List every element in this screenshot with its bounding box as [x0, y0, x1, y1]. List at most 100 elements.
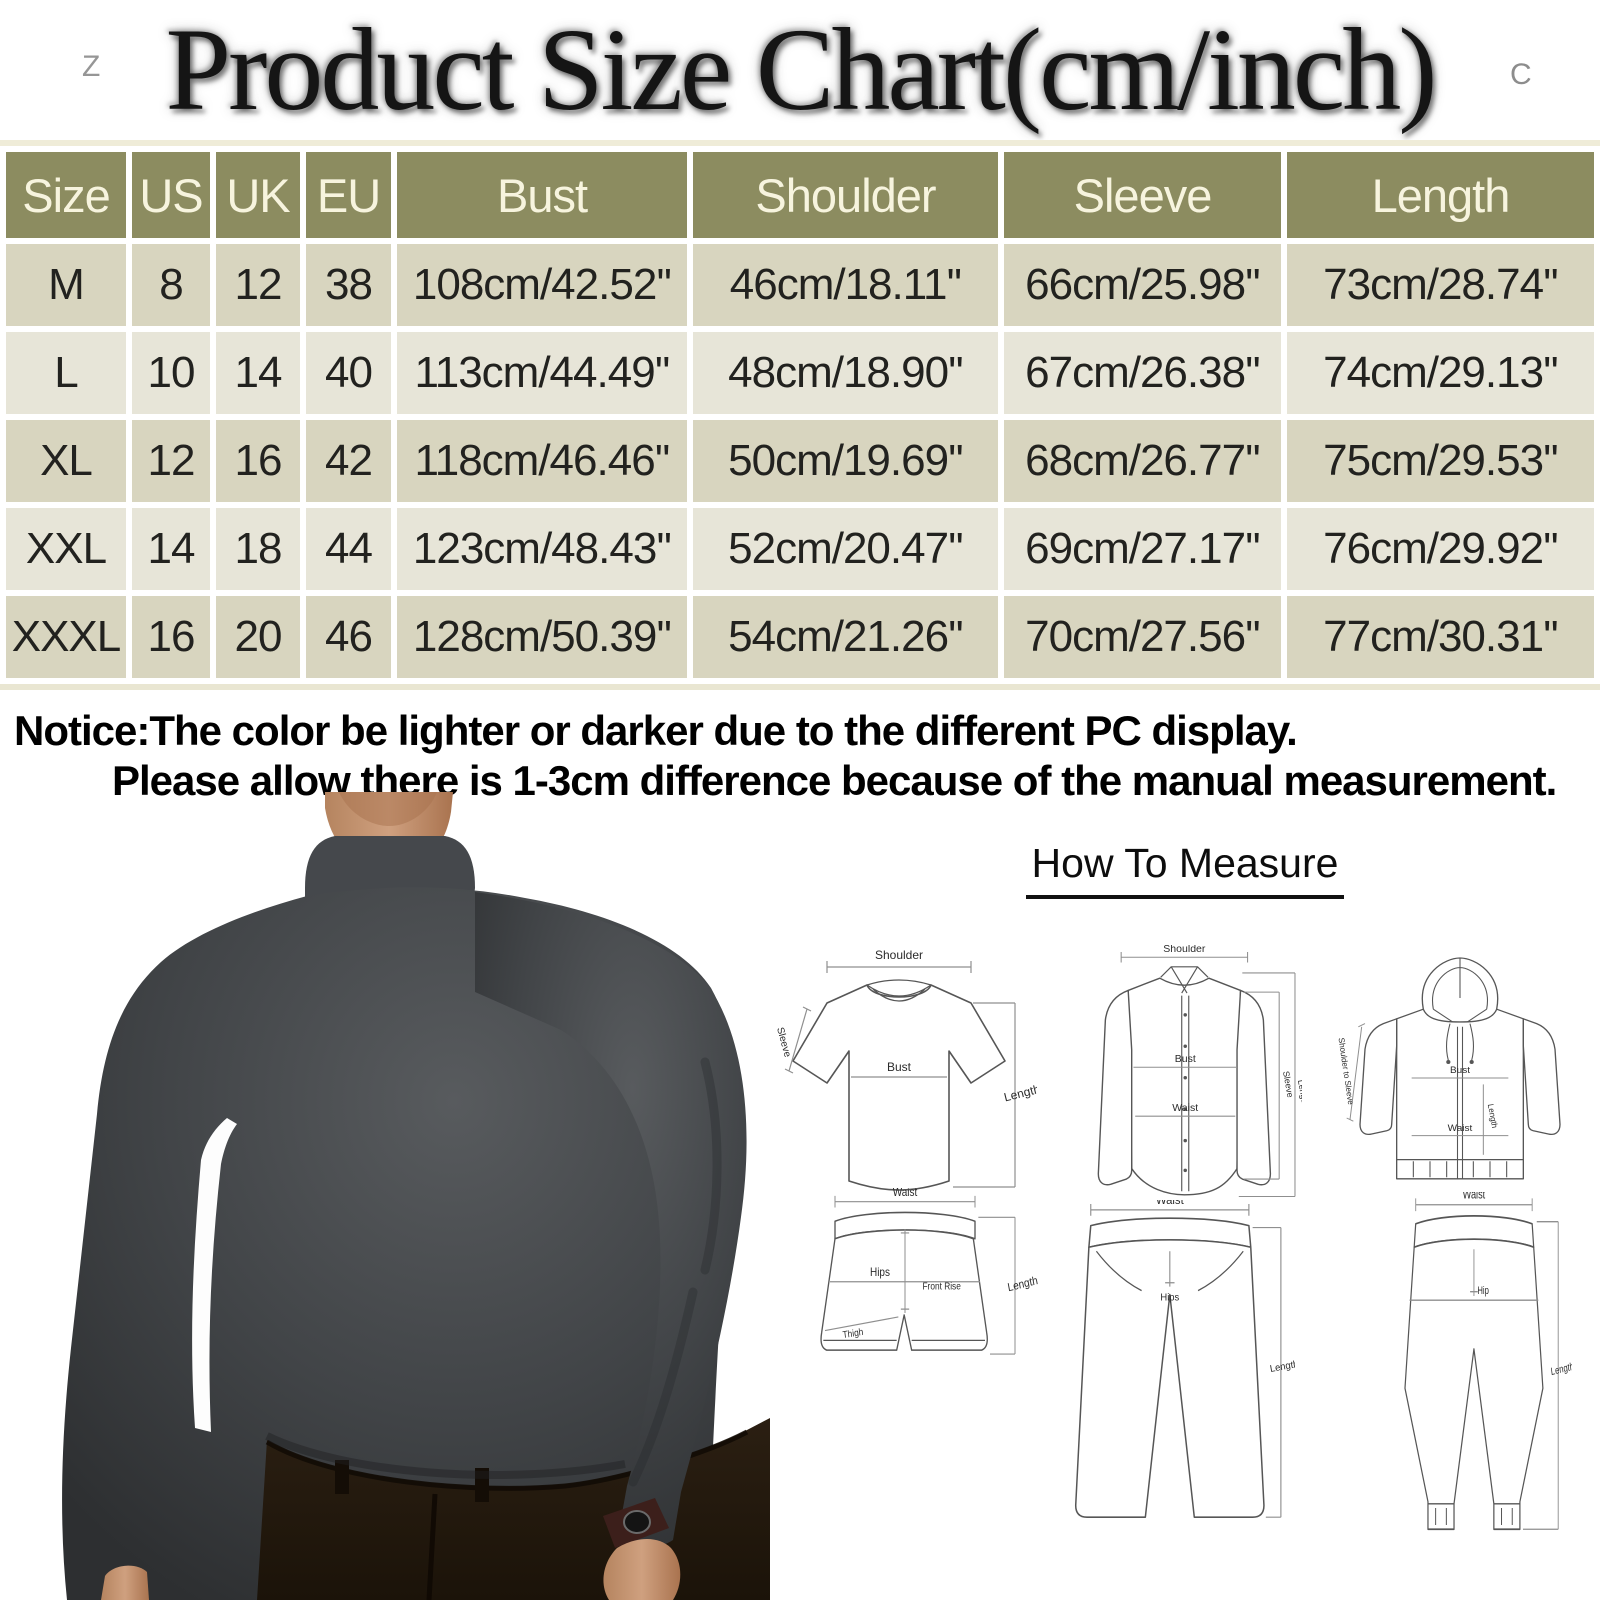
pants-figure: Waist Hips Length: [1055, 1200, 1295, 1530]
cell-eu: 38: [306, 244, 391, 326]
shorts-hips-label: Hips: [870, 1266, 890, 1279]
cell-sleeve: 66cm/25.98'': [1004, 244, 1281, 326]
cell-sleeve: 70cm/27.56'': [1004, 596, 1281, 678]
shirt-bust-label: Bust: [1175, 1053, 1196, 1065]
pants-waist-label: Waist: [1156, 1200, 1185, 1207]
cell-sleeve: 69cm/27.17'': [1004, 508, 1281, 590]
table-row: XL 12 16 42 118cm/46.46'' 50cm/19.69'' 6…: [6, 420, 1594, 502]
hoodie-bust-label: Bust: [1450, 1065, 1470, 1076]
table-header-row: Size US UK EU Bust Shoulder Sleeve Lengt…: [6, 152, 1594, 238]
cell-bust: 113cm/44.49'': [397, 332, 687, 414]
header-uk: UK: [216, 152, 300, 238]
cell-bust: 123cm/48.43'': [397, 508, 687, 590]
cell-sleeve: 68cm/26.77'': [1004, 420, 1281, 502]
cell-shoulder: 46cm/18.11'': [693, 244, 998, 326]
header-us: US: [132, 152, 210, 238]
header-length: Length: [1287, 152, 1594, 238]
model-left-hand: [101, 1565, 149, 1600]
header-bust: Bust: [397, 152, 687, 238]
arm-torso-gap: [192, 1118, 237, 1432]
cell-size: XL: [6, 420, 126, 502]
shorts-front-rise-label: Front Rise: [922, 1281, 960, 1292]
cell-bust: 108cm/42.52'': [397, 244, 687, 326]
cell-bust: 128cm/50.39'': [397, 596, 687, 678]
cell-sleeve: 67cm/26.38'': [1004, 332, 1281, 414]
belt-loop: [335, 1460, 349, 1494]
pants-hips-label: Hips: [1160, 1292, 1179, 1303]
cell-length: 75cm/29.53'': [1287, 420, 1594, 502]
header-size: Size: [6, 152, 126, 238]
table-row: XXL 14 18 44 123cm/48.43'' 52cm/20.47'' …: [6, 508, 1594, 590]
watch-face: [623, 1510, 651, 1534]
shorts-thigh-label: Thigh: [842, 1326, 864, 1340]
cell-uk: 14: [216, 332, 300, 414]
model-right-sleeve: [475, 892, 747, 1547]
cell-size: M: [6, 244, 126, 326]
notice-line-1: Notice:The color be lighter or darker du…: [14, 707, 1298, 754]
cell-uk: 16: [216, 420, 300, 502]
how-to-measure-title: How To Measure: [1025, 840, 1345, 899]
cell-length: 77cm/30.31'': [1287, 596, 1594, 678]
cell-us: 14: [132, 508, 210, 590]
cell-us: 8: [132, 244, 210, 326]
shorts-waist-label: Waist: [893, 1188, 918, 1199]
cell-eu: 46: [306, 596, 391, 678]
cell-shoulder: 52cm/20.47'': [693, 508, 998, 590]
cell-size: L: [6, 332, 126, 414]
cell-length: 76cm/29.92'': [1287, 508, 1594, 590]
hoodie-waist-label: Waist: [1448, 1123, 1473, 1134]
cell-eu: 44: [306, 508, 391, 590]
cell-eu: 40: [306, 332, 391, 414]
cell-shoulder: 54cm/21.26'': [693, 596, 998, 678]
shorts-length-label: Length: [1007, 1274, 1039, 1294]
pants-length-label: Length: [1269, 1359, 1295, 1375]
shirt-waist-label: Waist: [1172, 1102, 1198, 1114]
shirt-figure: Shoulder Bust Waist Sleeve Length: [1072, 945, 1302, 1207]
hoodie-length-label: Length: [1486, 1103, 1499, 1129]
model-photo-illustration: [62, 792, 770, 1600]
shirt-shoulder-label: Shoulder: [1163, 945, 1206, 955]
tshirt-length-label: Length: [1003, 1082, 1037, 1104]
model-hand: [603, 1539, 681, 1600]
hoodie-figure: Shoulder to Sleeve Bust Length Waist: [1335, 950, 1585, 1202]
tshirt-sleeve-label: Sleeve: [774, 1026, 793, 1059]
tshirt-figure: Shoulder Sleeve Bust Length: [765, 945, 1037, 1200]
sleeve-crease: [628, 1057, 722, 1487]
notice-block: Notice:The color be lighter or darker du…: [14, 706, 1600, 806]
belt-loop: [475, 1468, 489, 1502]
tshirt-shoulder-label: Shoulder: [875, 948, 923, 962]
header-eu: EU: [306, 152, 391, 238]
hoodie-shoulder-to-sleeve-label: Shoulder to Sleeve: [1336, 1037, 1355, 1106]
cell-us: 16: [132, 596, 210, 678]
cell-shoulder: 48cm/18.90'': [693, 332, 998, 414]
shorts-figure: Waist Hips Front Rise Thigh Length: [800, 1188, 1050, 1398]
joggers-length-label: Length: [1550, 1360, 1572, 1377]
table-row: M 8 12 38 108cm/42.52'' 46cm/18.11'' 66c…: [6, 244, 1594, 326]
cell-length: 73cm/28.74'': [1287, 244, 1594, 326]
shirt-sleeve-label: Sleeve: [1281, 1070, 1296, 1098]
cell-shoulder: 50cm/19.69'': [693, 420, 998, 502]
cell-size: XXXL: [6, 596, 126, 678]
table-row: L 10 14 40 113cm/44.49'' 48cm/18.90'' 67…: [6, 332, 1594, 414]
cell-bust: 118cm/46.46'': [397, 420, 687, 502]
page-title: Product Size Chart(cm/inch): [165, 4, 1437, 135]
joggers-hip-label: Hip: [1477, 1285, 1489, 1296]
cell-uk: 20: [216, 596, 300, 678]
cell-length: 74cm/29.13'': [1287, 332, 1594, 414]
how-to-measure-header: How To Measure: [1010, 840, 1360, 899]
watermark-c: C: [1510, 58, 1532, 91]
header-shoulder: Shoulder: [693, 152, 998, 238]
shirt-length-label: Length: [1296, 1079, 1302, 1107]
shirt-hem-shadow: [265, 1432, 626, 1479]
cell-uk: 18: [216, 508, 300, 590]
tshirt-bust-label: Bust: [887, 1060, 912, 1074]
header-sleeve: Sleeve: [1004, 152, 1281, 238]
model-shirt: [62, 887, 738, 1600]
model-chin-shadow: [339, 792, 437, 826]
size-table: Size US UK EU Bust Shoulder Sleeve Lengt…: [0, 140, 1600, 690]
cell-us: 12: [132, 420, 210, 502]
cell-size: XXL: [6, 508, 126, 590]
joggers-figure: Waist Hip Length: [1382, 1192, 1572, 1542]
table-row: XXXL 16 20 46 128cm/50.39'' 54cm/21.26''…: [6, 596, 1594, 678]
